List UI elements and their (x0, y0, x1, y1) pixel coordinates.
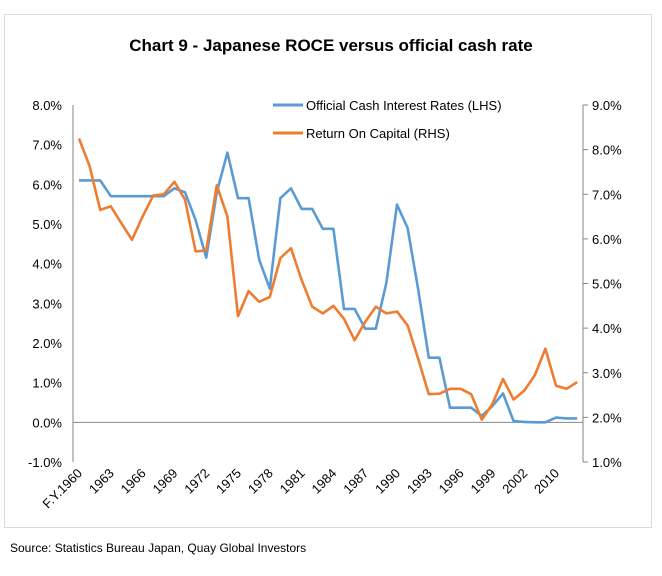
right-tick-label: 1.0% (592, 455, 622, 470)
left-tick-label: 7.0% (32, 138, 62, 153)
right-tick-label: 5.0% (592, 277, 622, 292)
x-tick-label: 2010 (531, 466, 562, 497)
x-tick-label: 1993 (404, 466, 435, 497)
x-tick-label: 2002 (499, 466, 530, 497)
left-tick-label: 6.0% (32, 177, 62, 192)
source-note: Source: Statistics Bureau Japan, Quay Gl… (10, 541, 307, 555)
legend-label: Official Cash Interest Rates (LHS) (306, 98, 502, 113)
chart-title: Chart 9 - Japanese ROCE versus official … (129, 36, 533, 55)
left-tick-label: -1.0% (28, 455, 62, 470)
x-tick-label: 1990 (372, 466, 403, 497)
x-tick-label: 1966 (118, 466, 149, 497)
series-line-roce (77, 138, 578, 421)
series-line-cash-rate (79, 151, 578, 424)
left-tick-label: 5.0% (32, 217, 62, 232)
x-tick-label: 1969 (149, 466, 180, 497)
x-tick-label: 1987 (340, 466, 371, 497)
right-tick-label: 9.0% (592, 98, 622, 113)
right-tick-label: 3.0% (592, 366, 622, 381)
right-tick-label: 2.0% (592, 410, 622, 425)
x-tick-label: F.Y.1960 (39, 466, 85, 512)
x-tick-label: 1981 (277, 466, 308, 497)
x-tick-label: 1972 (181, 466, 212, 497)
x-tick-label: 1984 (308, 466, 339, 497)
chart-frame (4, 14, 652, 528)
right-tick-label: 7.0% (592, 187, 622, 202)
right-tick-label: 8.0% (592, 143, 622, 158)
left-tick-label: 4.0% (32, 257, 62, 272)
left-tick-label: 2.0% (32, 336, 62, 351)
x-tick-label: 1975 (213, 466, 244, 497)
left-tick-label: 8.0% (32, 98, 62, 113)
right-tick-label: 6.0% (592, 232, 622, 247)
x-tick-label: 1978 (245, 466, 276, 497)
left-tick-label: 0.0% (32, 415, 62, 430)
x-tick-label: 1963 (86, 466, 117, 497)
right-tick-label: 4.0% (592, 321, 622, 336)
x-tick-label: 1999 (467, 466, 498, 497)
left-tick-label: 1.0% (32, 376, 62, 391)
legend-label: Return On Capital (RHS) (306, 126, 450, 141)
x-tick-label: 1996 (436, 466, 467, 497)
left-tick-label: 3.0% (32, 296, 62, 311)
